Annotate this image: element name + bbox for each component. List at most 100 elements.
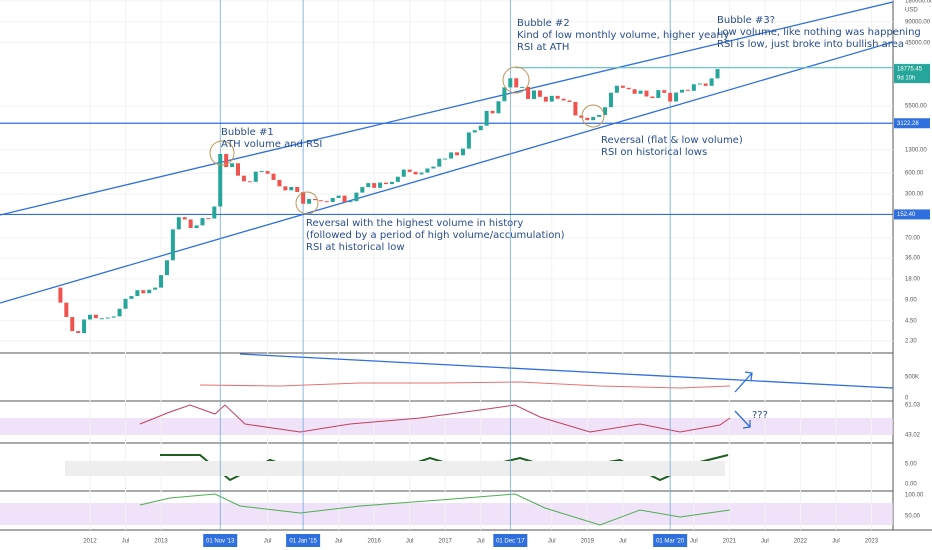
candle-body [484, 110, 489, 126]
candle-body [532, 90, 536, 99]
candle-body [431, 166, 436, 169]
date-label: 01 Mar '20 [656, 539, 685, 545]
annotation: Reversal (flat & low volume) [601, 135, 743, 146]
candle-body [176, 217, 181, 230]
last-price-label: 18775.45 [897, 67, 923, 73]
annotation: RSI on historical lows [601, 147, 707, 158]
candle-body [253, 171, 258, 182]
annotation: Low volume, like nothing was happening [717, 27, 921, 38]
candle-body [372, 183, 377, 188]
price-level-bg [894, 118, 930, 129]
x-tick-label: 2021 [723, 539, 737, 545]
candle-body [460, 148, 465, 156]
candle-body [620, 85, 625, 88]
annotation: Bubble #2 [517, 18, 570, 29]
candle-body [58, 287, 63, 303]
candle-body [295, 186, 300, 193]
candle-body [265, 171, 270, 174]
candles [58, 69, 720, 334]
candle-body [680, 89, 684, 93]
candle-body [307, 198, 312, 204]
candle-body [342, 195, 347, 202]
y-tick-label: 9.00 [905, 297, 917, 303]
candle-body [141, 290, 146, 294]
candle-body [443, 158, 448, 160]
candle-body [496, 101, 501, 114]
y-tick-label: 4.50 [905, 318, 917, 324]
candle-body [674, 92, 679, 102]
panel-label: 5.00 [905, 462, 917, 468]
candle-body [170, 229, 175, 261]
candle-body [472, 130, 477, 133]
candle-body [490, 110, 495, 114]
candle-body [289, 186, 294, 191]
panel-frames [0, 0, 932, 531]
candle-body [212, 206, 217, 219]
date-label-bg [493, 534, 528, 547]
grid [0, 0, 893, 530]
candle-body [247, 181, 252, 183]
x-tick-label: Jul [832, 539, 840, 545]
annotation: Reversal with the highest volume in hist… [306, 218, 523, 229]
price-level-label: 3122.28 [897, 121, 919, 127]
candle-body [561, 98, 566, 101]
date-label-bg [286, 534, 321, 547]
last-price-bg [894, 64, 930, 84]
candle-body [105, 317, 110, 319]
candle-body [662, 90, 667, 93]
candle-body [76, 331, 81, 334]
candle-body [64, 302, 69, 317]
candle-body [360, 187, 365, 193]
candle-body [715, 69, 720, 79]
candle-body [614, 85, 619, 93]
candle-body [656, 90, 661, 99]
candle-body [597, 114, 602, 117]
candle-body [668, 92, 673, 102]
countdown: 9d 10h [897, 76, 915, 82]
annotation: ??? [752, 410, 768, 421]
annotation: Kind of low monthly volume, higher yearl… [517, 30, 729, 41]
y-tick-label: 1300.00 [905, 147, 927, 153]
price-level-bg [894, 209, 930, 220]
x-tick-label: Jul [406, 539, 414, 545]
candle-body [88, 314, 92, 320]
candle-body [567, 100, 572, 102]
candle-body [555, 95, 560, 99]
candle-body [703, 83, 708, 86]
x-tick-label: 2017 [439, 539, 453, 545]
highlight-circles [209, 66, 605, 215]
candle-body [419, 172, 424, 175]
panel-label: 61.03 [905, 403, 921, 409]
x-tick-label: Jul [122, 539, 130, 545]
candle-body [348, 201, 353, 203]
candle-body [514, 78, 519, 88]
date-label: 01 Jan '15 [289, 539, 317, 545]
candle-body [455, 152, 460, 156]
panel-label: 0 [905, 396, 909, 402]
y-tick-label: 600.00 [905, 171, 924, 177]
candle-body [573, 101, 578, 116]
candle-body [135, 290, 140, 297]
candle-body [188, 219, 193, 229]
candle-body [241, 175, 246, 182]
x-tick-label: 2019 [581, 539, 595, 545]
candle-body [330, 197, 335, 202]
candle-body [407, 169, 412, 172]
candle-body [603, 107, 608, 115]
candle-body [312, 198, 317, 201]
candle-body [401, 169, 406, 177]
candle-body [543, 96, 548, 102]
candle-body [164, 260, 169, 276]
candle-body [384, 182, 388, 185]
candle-body [336, 195, 341, 198]
candle-body [206, 218, 211, 220]
candle-body [520, 86, 525, 88]
panel-label: 43.02 [905, 433, 921, 439]
annotation: RSI at historical low [306, 242, 405, 253]
candle-body [508, 78, 513, 88]
candle-body [638, 90, 643, 94]
candle-body [117, 308, 122, 317]
price-axis: 2.30 4.50 9.00 18.00 36.00 70.00 300.00 600.00 1… [894, 0, 932, 520]
candle-body [632, 89, 637, 94]
trend-lines [0, 1, 894, 429]
